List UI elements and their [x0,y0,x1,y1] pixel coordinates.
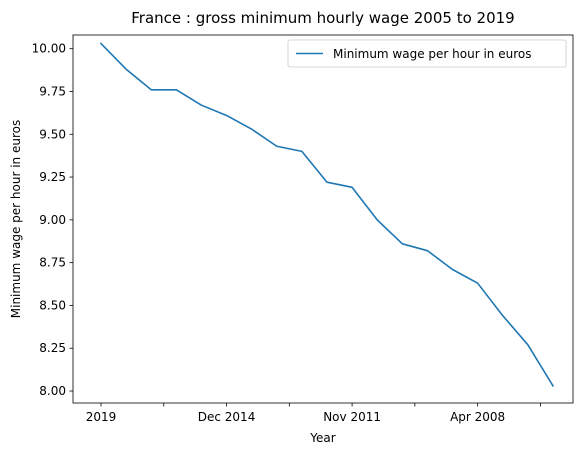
x-axis-label: Year [309,431,335,445]
legend-label: Minimum wage per hour in euros [333,47,531,61]
y-tick-label: 9.50 [39,127,66,141]
y-axis: 8.00 8.25 8.50 8.75 9.00 9.25 9.50 9.75 10.00 [32,42,73,398]
y-tick-label: 8.50 [39,298,66,312]
y-axis-label: Minimum wage per hour in euros [9,120,23,318]
y-tick-label: 8.00 [39,384,66,398]
x-tick-label: Nov 2011 [323,410,381,424]
x-tick-label: Dec 2014 [198,410,256,424]
y-tick-label: 9.25 [39,170,66,184]
plot-frame [73,35,573,403]
y-tick-label: 8.75 [39,256,66,270]
series-layer [101,44,553,386]
chart-title: France : gross minimum hourly wage 2005 … [131,9,514,27]
y-tick-label: 8.25 [39,341,66,355]
x-axis: 2019 Dec 2014 Nov 2011 Apr 2008 [86,403,541,424]
y-tick-label: 9.00 [39,213,66,227]
y-tick-label: 10.00 [32,42,66,56]
x-tick-label: 2019 [86,410,117,424]
series-line-minimum-wage [101,44,553,386]
x-tick-label: Apr 2008 [450,410,505,424]
y-tick-label: 9.75 [39,84,66,98]
legend: Minimum wage per hour in euros [288,40,566,67]
